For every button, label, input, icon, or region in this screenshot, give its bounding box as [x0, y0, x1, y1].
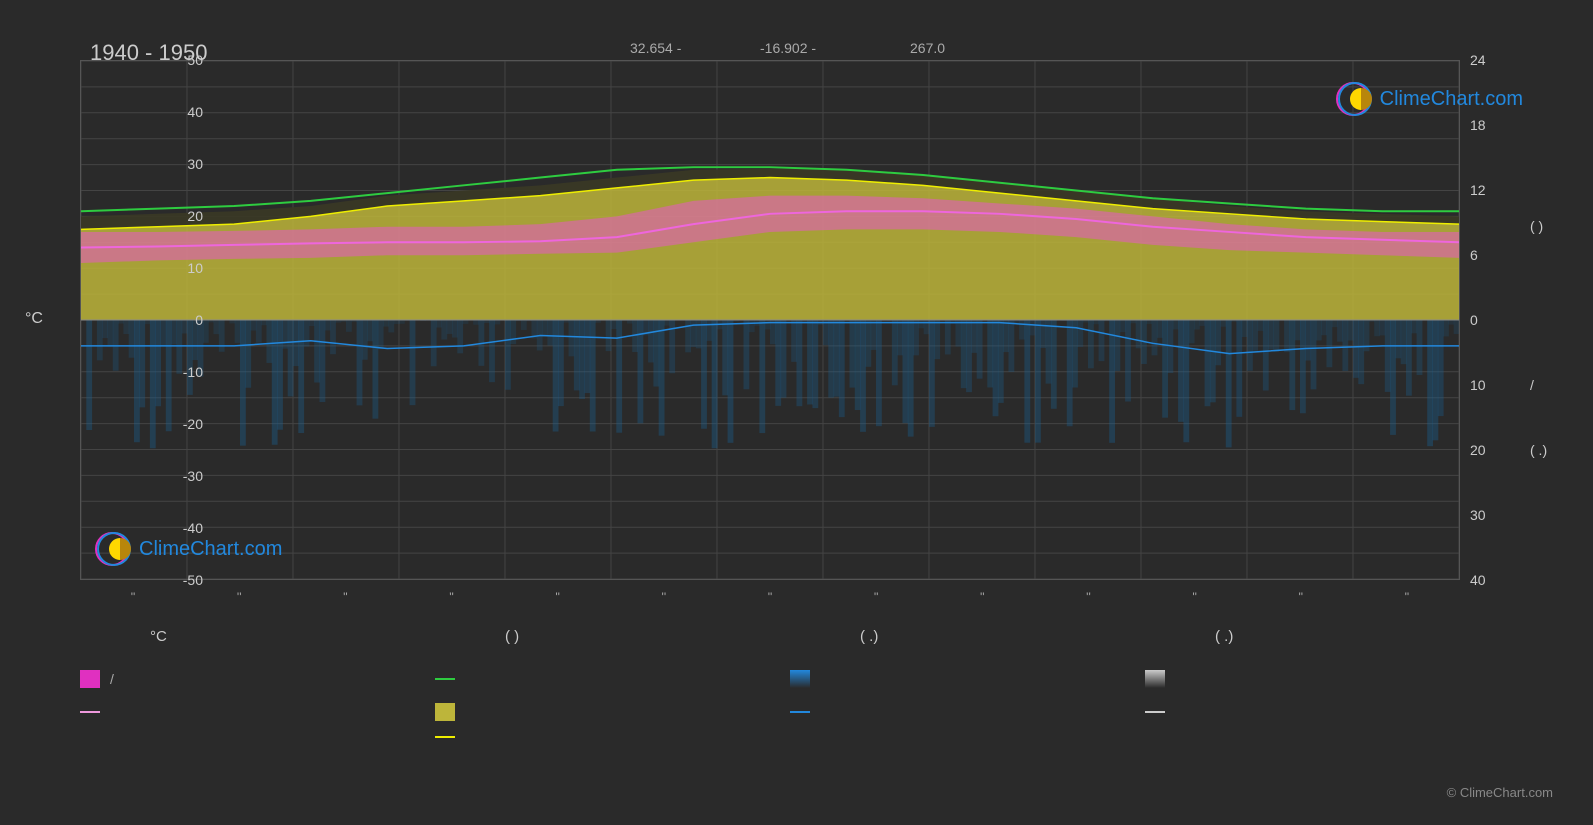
- y-tick-left: 0: [163, 312, 203, 328]
- x-tick: '': [131, 590, 136, 604]
- right-axis-unit: /: [1530, 377, 1534, 393]
- y-tick-right: 0: [1470, 312, 1510, 328]
- copyright: © ClimeChart.com: [1447, 785, 1553, 800]
- chart-svg: [81, 61, 1459, 579]
- legend-item: [435, 736, 750, 738]
- y-tick-right: 6: [1470, 247, 1510, 263]
- header-lon: -16.902 -: [760, 40, 816, 56]
- legend-item: [790, 670, 1105, 688]
- legend-item: [1145, 670, 1460, 688]
- legend-item: /: [80, 670, 395, 688]
- y-tick-left: 40: [163, 104, 203, 120]
- legend-header-2: ( ): [435, 628, 750, 645]
- header-lat: 32.654 -: [630, 40, 681, 56]
- legend-header-4: ( .): [1145, 628, 1460, 645]
- x-tick: '': [1192, 590, 1197, 604]
- x-tick: '': [237, 590, 242, 604]
- y-tick-left: -30: [163, 468, 203, 484]
- legend-label: /: [110, 671, 114, 687]
- legend-header-3: ( .): [790, 628, 1105, 645]
- brand-text: ClimeChart.com: [139, 538, 282, 561]
- y-tick-right: 18: [1470, 117, 1510, 133]
- header-elev: 267.0: [910, 40, 945, 56]
- right-axis-unit: ( ): [1530, 218, 1543, 234]
- legend: °C ( ) ( .) ( .) /: [80, 628, 1460, 738]
- left-axis-label: °C: [25, 310, 43, 328]
- legend-item: [790, 736, 1105, 738]
- y-tick-left: 30: [163, 156, 203, 172]
- x-tick: '': [449, 590, 454, 604]
- x-tick: '': [555, 590, 560, 604]
- brand-logo-top: ClimeChart.com: [1336, 80, 1523, 118]
- x-tick: '': [662, 590, 667, 604]
- legend-item: [1145, 703, 1460, 721]
- chart-plot-area: [80, 60, 1460, 580]
- y-tick-right: 20: [1470, 442, 1510, 458]
- y-tick-right: 40: [1470, 572, 1510, 588]
- logo-icon: [1336, 80, 1374, 118]
- y-tick-right: 30: [1470, 507, 1510, 523]
- x-tick: '': [768, 590, 773, 604]
- x-tick: '': [874, 590, 879, 604]
- legend-item: [80, 736, 395, 738]
- legend-header-1: °C: [80, 628, 395, 645]
- legend-item: [80, 703, 395, 721]
- y-tick-right: 10: [1470, 377, 1510, 393]
- y-tick-left: 50: [163, 52, 203, 68]
- legend-item: [1145, 736, 1460, 738]
- x-tick: '': [343, 590, 348, 604]
- x-tick: '': [1298, 590, 1303, 604]
- brand-logo-bottom: ClimeChart.com: [95, 530, 282, 568]
- y-tick-left: 20: [163, 208, 203, 224]
- y-tick-right: 12: [1470, 182, 1510, 198]
- right-axis-unit: ( .): [1530, 442, 1547, 458]
- y-tick-right: 24: [1470, 52, 1510, 68]
- legend-item: [435, 670, 750, 688]
- x-tick: '': [980, 590, 985, 604]
- brand-text: ClimeChart.com: [1380, 88, 1523, 111]
- y-tick-left: -10: [163, 364, 203, 380]
- y-tick-left: -20: [163, 416, 203, 432]
- x-tick: '': [1405, 590, 1410, 604]
- legend-item: [790, 703, 1105, 721]
- y-tick-left: 10: [163, 260, 203, 276]
- y-tick-left: -50: [163, 572, 203, 588]
- x-tick: '': [1086, 590, 1091, 604]
- plot-border: [80, 60, 1460, 580]
- legend-item: [435, 703, 750, 721]
- logo-icon: [95, 530, 133, 568]
